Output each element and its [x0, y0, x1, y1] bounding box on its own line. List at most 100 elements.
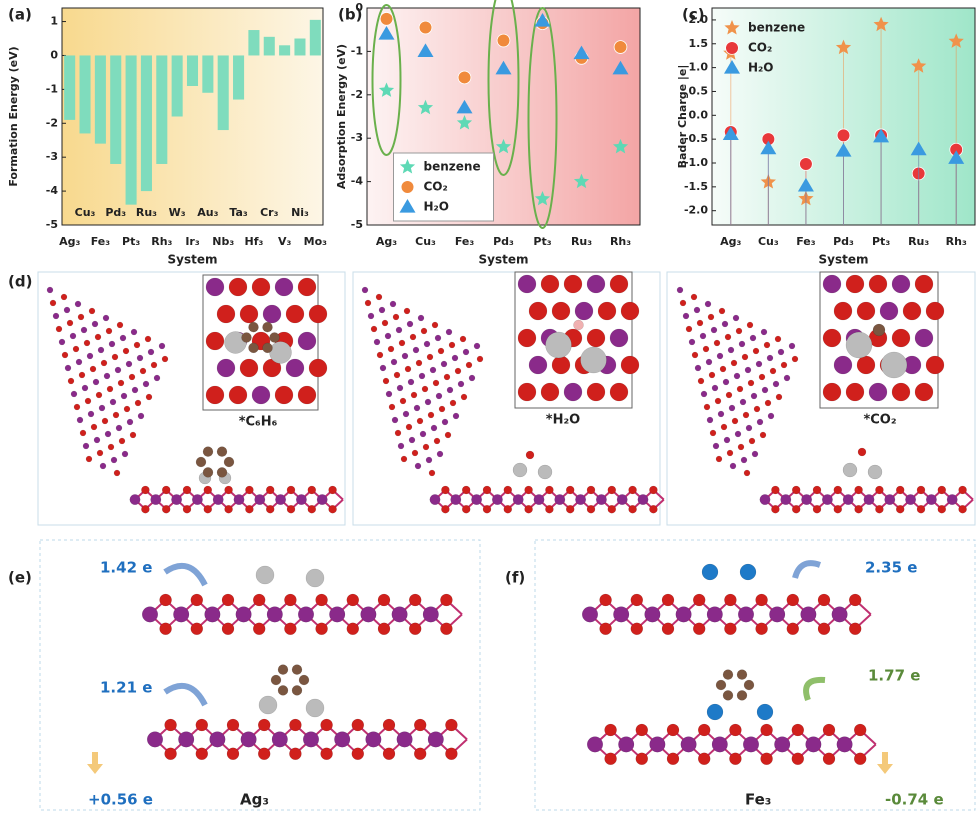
atom — [649, 485, 658, 495]
atom — [868, 382, 888, 402]
atom — [235, 606, 252, 623]
arrow — [792, 560, 821, 579]
atom — [422, 606, 439, 623]
atom — [297, 331, 317, 351]
atom — [786, 622, 800, 636]
atom — [699, 332, 707, 340]
arrow — [163, 562, 208, 587]
atom — [233, 494, 245, 506]
atom — [72, 345, 80, 353]
x-tick-label: Ru₃ — [908, 235, 929, 248]
atom — [537, 464, 553, 480]
atom — [413, 404, 421, 412]
atom — [320, 718, 333, 732]
atom — [722, 378, 730, 386]
atom — [755, 593, 768, 607]
atom — [104, 430, 112, 438]
atom — [696, 319, 704, 327]
marker-circle — [418, 20, 433, 35]
bar — [294, 38, 306, 56]
atom — [635, 723, 649, 737]
atom — [752, 347, 760, 355]
atom — [736, 385, 744, 393]
caption: *C₆H₆ — [239, 415, 278, 430]
atom — [822, 328, 842, 348]
atom — [64, 364, 72, 372]
atom — [725, 391, 733, 399]
atom — [433, 437, 441, 445]
x-axis-label: System — [819, 253, 869, 267]
caption: *H₂O — [546, 413, 580, 428]
atom — [205, 331, 225, 351]
atom — [285, 358, 305, 378]
atom — [111, 353, 119, 361]
structures: (d) *C₆H₆ *H₂O *CO₂ (e) 1.42 e 1.21 e +0… — [8, 271, 976, 811]
y-tick-label: -1.5 — [684, 180, 708, 193]
x-tick-label: Mo₃ — [304, 235, 328, 248]
atom — [164, 718, 177, 732]
atom — [540, 382, 560, 402]
y-tick-label: 0.0 — [689, 108, 709, 121]
atom — [257, 718, 271, 732]
atom — [171, 494, 183, 506]
legend-label: benzene — [748, 21, 805, 35]
atom — [451, 354, 459, 362]
atom — [275, 494, 287, 506]
atom — [780, 361, 788, 369]
atom — [297, 277, 317, 297]
atom — [58, 338, 66, 346]
atom — [130, 328, 138, 336]
x-tick-label: Ru₃ — [136, 206, 157, 219]
atom — [895, 485, 905, 495]
atom — [438, 405, 446, 413]
atom — [745, 424, 753, 432]
atom — [427, 411, 435, 419]
atom — [753, 405, 761, 413]
atom — [81, 384, 89, 392]
atom — [573, 319, 584, 331]
atom — [845, 382, 865, 402]
atom — [307, 504, 317, 514]
atom — [415, 359, 423, 367]
atom — [461, 504, 471, 514]
atom — [202, 446, 214, 457]
atom — [191, 494, 203, 506]
atom — [284, 593, 297, 607]
atom — [123, 405, 131, 413]
atom — [713, 339, 721, 347]
atom — [609, 328, 629, 348]
panel-label: (f) — [505, 569, 525, 587]
atom — [384, 332, 392, 340]
atom — [524, 504, 533, 514]
atom — [833, 504, 843, 514]
atom — [129, 431, 137, 439]
atom — [551, 301, 571, 321]
marker-triangle — [456, 99, 473, 114]
atom — [512, 462, 528, 478]
atom — [736, 669, 748, 680]
arrow — [877, 752, 893, 774]
atom — [833, 355, 853, 375]
atom — [739, 398, 747, 406]
atom — [764, 399, 772, 407]
atom — [79, 429, 87, 437]
atom — [150, 361, 158, 369]
atom — [212, 494, 224, 506]
atom — [408, 593, 422, 607]
atom — [98, 404, 106, 412]
panel-frame — [39, 539, 481, 811]
atom — [224, 485, 233, 495]
atom — [891, 274, 911, 294]
atom — [105, 327, 113, 335]
atom — [388, 403, 396, 411]
atom — [737, 443, 745, 451]
atom — [724, 333, 732, 341]
atom — [722, 669, 734, 680]
atom — [630, 622, 644, 636]
atom — [119, 334, 127, 342]
atom — [158, 342, 166, 350]
atom — [205, 385, 225, 405]
atom — [628, 504, 637, 514]
atom — [760, 328, 768, 336]
atom — [118, 437, 126, 445]
